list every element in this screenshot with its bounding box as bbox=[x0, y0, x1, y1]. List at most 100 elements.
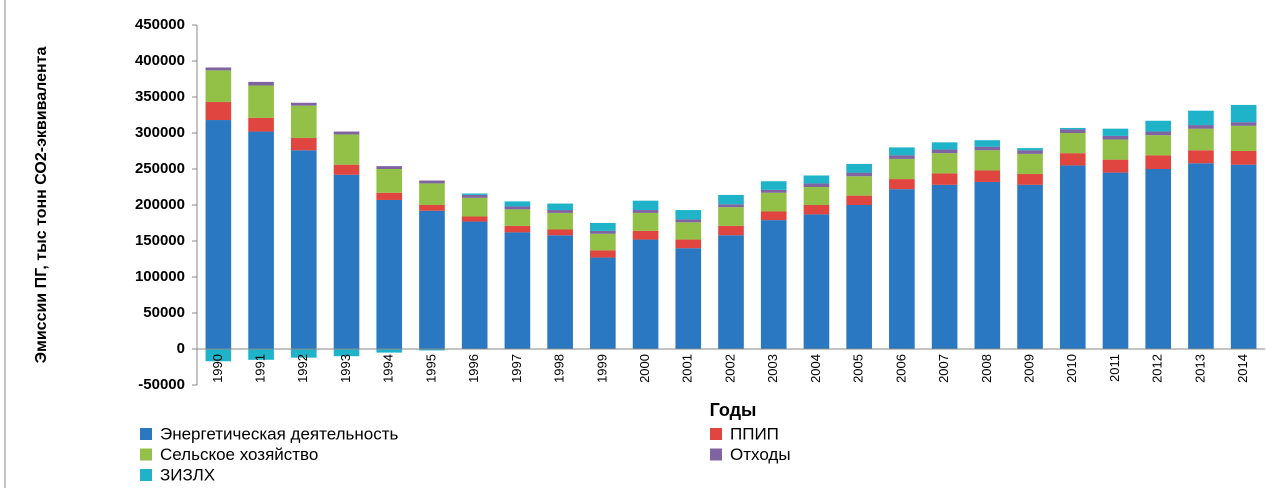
bar-segment bbox=[376, 199, 403, 349]
bar-segment bbox=[632, 200, 659, 211]
bar-segment bbox=[547, 229, 573, 236]
bar-segment bbox=[590, 223, 616, 231]
legend-swatch bbox=[140, 448, 152, 461]
bar-segment bbox=[590, 257, 616, 349]
bar-segment bbox=[547, 210, 573, 213]
legend-swatch bbox=[140, 469, 152, 481]
bar-segment bbox=[461, 221, 488, 349]
x-tick-label: 1994 bbox=[381, 354, 396, 383]
bar-segment bbox=[1230, 104, 1257, 123]
bar-segment bbox=[632, 230, 659, 240]
bar-segment bbox=[803, 175, 830, 184]
bar-segment bbox=[1230, 151, 1257, 165]
bar-segment bbox=[1145, 131, 1172, 136]
bar-segment bbox=[803, 205, 830, 215]
bar-segment bbox=[632, 212, 659, 231]
bar-segment bbox=[1017, 184, 1043, 349]
legend-label: Энергетическая деятельность bbox=[160, 424, 398, 443]
bar-segment bbox=[632, 210, 659, 213]
bar-segment bbox=[760, 211, 787, 221]
bar-segment bbox=[760, 189, 787, 193]
bar-segment bbox=[718, 207, 744, 226]
bar-segment bbox=[547, 212, 573, 230]
bar-segment bbox=[205, 102, 232, 121]
bar-segment bbox=[1230, 122, 1257, 126]
bar-segment bbox=[632, 239, 659, 349]
bar-segment bbox=[846, 195, 872, 205]
bar-segment bbox=[718, 204, 744, 208]
bar-segment bbox=[1102, 139, 1129, 160]
y-tick-label: 50000 bbox=[143, 304, 185, 321]
x-tick-label: 1997 bbox=[509, 354, 524, 383]
bar-segment bbox=[974, 140, 1001, 147]
x-tick-label: 2007 bbox=[936, 354, 951, 383]
bar-segment bbox=[974, 150, 1001, 171]
bar-segment bbox=[290, 138, 317, 151]
bar-segment bbox=[461, 193, 488, 195]
bar-segment bbox=[1102, 159, 1129, 173]
bar-segment bbox=[590, 250, 616, 258]
legend-label: ППИП bbox=[730, 424, 779, 443]
bar-segment bbox=[248, 85, 274, 118]
x-tick-label: 1990 bbox=[210, 354, 225, 383]
y-tick-label: 150000 bbox=[135, 232, 185, 249]
bar-segment bbox=[846, 163, 872, 173]
bar-segment bbox=[419, 205, 445, 211]
bar-segment bbox=[376, 169, 403, 193]
bar-segment bbox=[419, 183, 445, 205]
bar-segment bbox=[547, 203, 573, 211]
bar-segment bbox=[675, 219, 702, 223]
bar-segment bbox=[974, 181, 1001, 349]
bar-segment bbox=[504, 206, 531, 210]
bar-segment bbox=[1102, 135, 1129, 140]
y-tick-label: 100000 bbox=[135, 268, 185, 285]
bar-segment bbox=[1017, 148, 1043, 151]
bar-segment bbox=[974, 146, 1001, 151]
x-tick-label: 2004 bbox=[808, 354, 823, 383]
bar-segment bbox=[889, 147, 915, 156]
y-tick-label: 250000 bbox=[135, 160, 185, 177]
bar-segment bbox=[504, 232, 531, 349]
bar-segment bbox=[1188, 128, 1214, 151]
bar-segment bbox=[1059, 133, 1086, 154]
bar-segment bbox=[675, 210, 702, 220]
bar-segment bbox=[205, 67, 232, 71]
bar-segment bbox=[333, 349, 360, 357]
y-tick-label: 350000 bbox=[135, 88, 185, 105]
bar-segment bbox=[205, 70, 232, 103]
bar-segment bbox=[846, 172, 872, 177]
bar-segment bbox=[333, 164, 360, 175]
bar-segment bbox=[1145, 120, 1172, 132]
bar-segment bbox=[333, 134, 360, 165]
x-tick-label: 1999 bbox=[594, 354, 609, 383]
legend-swatch bbox=[710, 428, 722, 440]
y-tick-label: -50000 bbox=[138, 376, 185, 393]
bar-segment bbox=[461, 216, 488, 222]
bar-segment bbox=[248, 117, 274, 132]
y-axis-title: Эмиссии ПГ, тыс тонн СО2-эквивалента bbox=[33, 47, 50, 364]
bar-segment bbox=[290, 349, 317, 358]
x-tick-label: 2011 bbox=[1107, 354, 1122, 382]
bar-segment bbox=[760, 192, 787, 212]
bar-segment bbox=[419, 210, 445, 349]
x-tick-label: 2014 bbox=[1235, 354, 1250, 383]
bar-segment bbox=[290, 102, 317, 106]
bar-segment bbox=[889, 189, 915, 349]
x-tick-label: 1996 bbox=[466, 354, 481, 383]
y-tick-label: 450000 bbox=[135, 16, 185, 33]
bar-segment bbox=[290, 105, 317, 139]
bar-segment bbox=[248, 131, 274, 349]
bar-segment bbox=[718, 235, 744, 349]
x-tick-label: 2000 bbox=[637, 354, 652, 383]
legend-swatch bbox=[710, 448, 722, 461]
bar-segment bbox=[675, 239, 702, 249]
bar-segment bbox=[889, 179, 915, 190]
bar-segment bbox=[760, 181, 787, 190]
x-tick-label: 2001 bbox=[680, 354, 695, 383]
x-tick-label: 1995 bbox=[423, 354, 438, 383]
bar-segment bbox=[376, 166, 403, 169]
legend-label: Сельское хозяйство bbox=[160, 445, 318, 464]
bar-segment bbox=[1017, 174, 1043, 185]
bar-segment bbox=[1188, 150, 1214, 164]
y-tick-label: 0 bbox=[177, 340, 185, 357]
